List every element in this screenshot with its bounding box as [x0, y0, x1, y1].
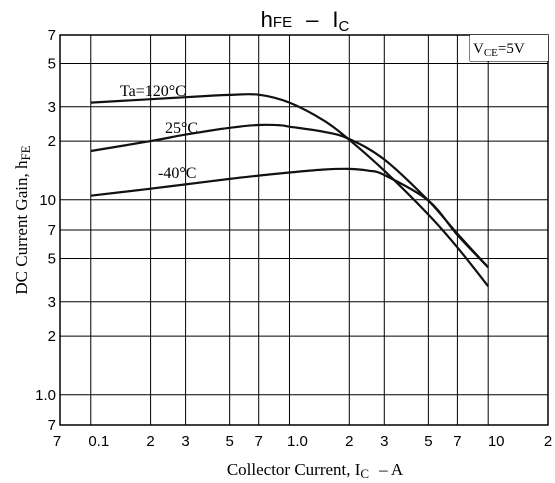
y-axis-label: DC Current Gain, hFE: [12, 145, 33, 294]
x-axis-label: Collector Current, IC – A: [227, 460, 404, 481]
x-tick-label: 7: [53, 433, 61, 450]
x-tick-label: 1.0: [287, 433, 308, 450]
x-tick-labels: 7 0.1 2 3 5 7 1.0 2 3 5 7 10 2: [53, 433, 552, 450]
y-axis-sub: FE: [18, 145, 33, 160]
y-tick-label: 10: [39, 192, 56, 209]
title-h: h: [261, 7, 273, 32]
x-tick-label: 7: [255, 433, 263, 450]
title-fe: FE: [273, 14, 292, 31]
plot-frame: [59, 34, 549, 426]
y-tick-labels: 7 1.0 2 3 5 7 10 2 3 5 7: [35, 27, 56, 434]
x-tick-label: 7: [453, 433, 461, 450]
y-axis-text: DC Current Gain, h: [12, 160, 31, 295]
series-label-120: Ta=120°C: [120, 83, 186, 100]
x-tick-label: 2: [345, 433, 353, 450]
title-i: I: [332, 7, 338, 32]
title-c: C: [338, 18, 349, 35]
condition-label: VCE=5V: [473, 41, 525, 59]
series-line-120c: [90, 92, 490, 287]
x-tick-label: 2: [544, 433, 552, 450]
condition-box-bg: [470, 35, 548, 61]
condition-v: V: [473, 41, 484, 57]
x-tick-label: 10: [488, 433, 505, 450]
x-axis-text: Collector Current, I: [227, 460, 361, 479]
y-tick-label: 7: [48, 417, 56, 434]
x-tick-label: 3: [380, 433, 388, 450]
series-lines: [90, 92, 490, 287]
x-axis-suffix: – A: [378, 460, 404, 479]
y-tick-label: 5: [48, 250, 56, 267]
series-label-minus40: -40°C: [158, 165, 196, 182]
y-tick-label: 2: [48, 328, 56, 345]
condition-ce: CE: [484, 47, 498, 59]
y-tick-label: 3: [48, 294, 56, 311]
y-tick-label: 2: [48, 133, 56, 150]
y-tick-label: 5: [48, 55, 56, 72]
y-tick-label: 7: [48, 222, 56, 239]
chart-title: hFE – IC: [261, 7, 350, 35]
x-tick-label: 0.1: [88, 433, 109, 450]
series-line-minus40c: [90, 167, 489, 269]
y-tick-label: 7: [48, 27, 56, 44]
series-label-25: 25°C: [165, 120, 198, 137]
grid: [59, 34, 549, 426]
x-tick-label: 2: [146, 433, 154, 450]
x-axis-sub: C: [360, 466, 369, 481]
condition-value: =5V: [498, 41, 525, 57]
y-tick-label: 1.0: [35, 387, 56, 404]
y-tick-label: 3: [48, 99, 56, 116]
x-tick-label: 5: [225, 433, 233, 450]
x-tick-label: 5: [424, 433, 432, 450]
title-dash: –: [306, 7, 319, 32]
x-tick-label: 3: [181, 433, 189, 450]
